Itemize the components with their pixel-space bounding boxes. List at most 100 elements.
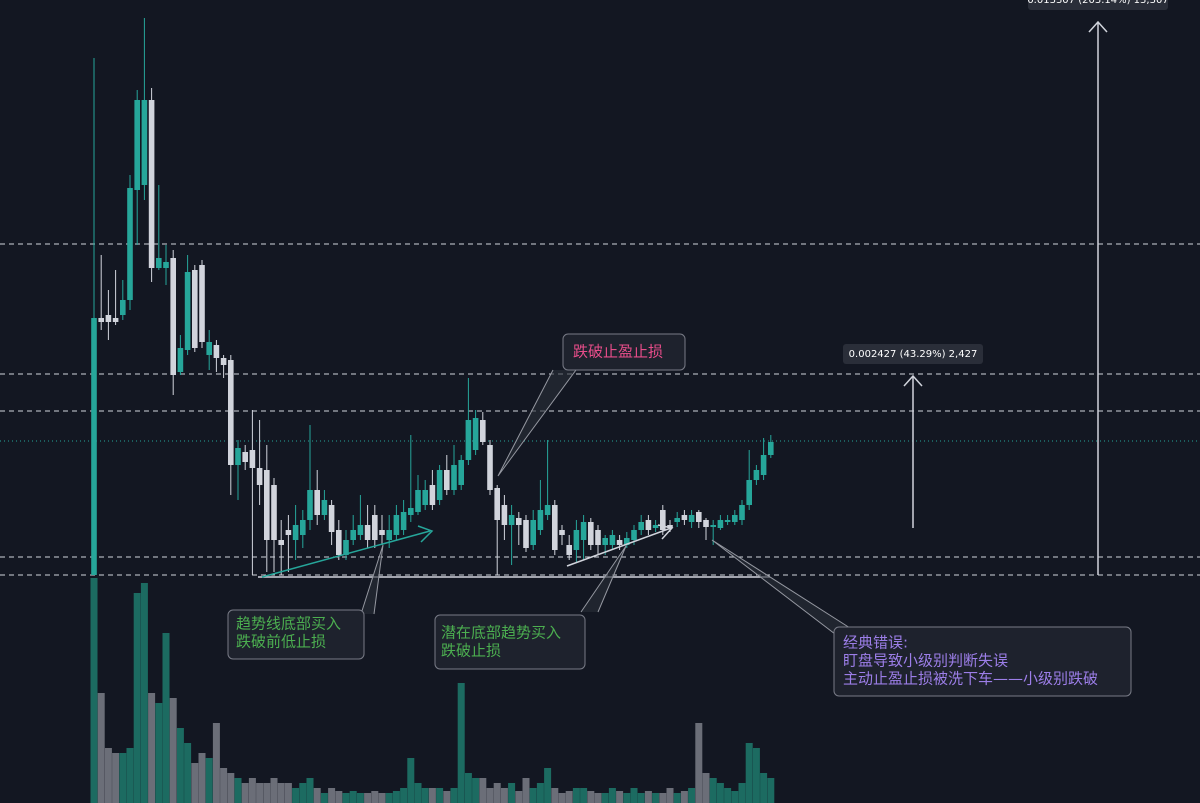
callout-box bbox=[434, 614, 586, 670]
candle-body bbox=[580, 522, 587, 540]
candle-body bbox=[710, 525, 716, 527]
volume-bar bbox=[544, 768, 552, 803]
candle-body bbox=[717, 520, 724, 528]
volume-bar bbox=[659, 793, 667, 803]
candle-body bbox=[177, 348, 184, 372]
volume-bar bbox=[162, 633, 170, 803]
volume-bar bbox=[414, 783, 422, 803]
annotation-text: 盯盘导致小级别判断失误 bbox=[843, 652, 1008, 670]
candle-body bbox=[458, 460, 464, 485]
candle-body bbox=[559, 530, 565, 535]
volume-bar bbox=[263, 783, 271, 803]
candle-body bbox=[436, 470, 443, 500]
candle-body bbox=[422, 490, 428, 505]
volume-bar bbox=[580, 788, 588, 803]
candle-body bbox=[472, 418, 479, 450]
annotation-text: 跌破止盈止损 bbox=[573, 343, 663, 361]
volume-bar bbox=[421, 788, 429, 803]
volume-bar bbox=[349, 791, 357, 803]
volume-bar bbox=[407, 758, 415, 803]
candle-body bbox=[429, 485, 436, 505]
volume-bar bbox=[392, 791, 400, 803]
measure-label-box bbox=[843, 344, 983, 364]
candle-body bbox=[501, 505, 508, 525]
volume-bar bbox=[522, 778, 530, 803]
volume-bar bbox=[637, 793, 645, 803]
candle-body bbox=[667, 525, 673, 528]
volume-bar bbox=[724, 788, 732, 803]
trend-arrow bbox=[261, 530, 431, 578]
volume-bar bbox=[702, 773, 710, 803]
volume-bar bbox=[205, 758, 213, 803]
volume-bar bbox=[457, 683, 465, 803]
candle-body bbox=[91, 318, 97, 575]
volume-bar bbox=[248, 778, 256, 803]
candle-body bbox=[321, 500, 328, 515]
volume-bar bbox=[126, 748, 134, 803]
volume-bar bbox=[680, 791, 688, 803]
volume-bar bbox=[176, 728, 184, 803]
callout-pointer bbox=[580, 545, 627, 613]
volume-bar bbox=[112, 753, 120, 803]
volume-bar bbox=[364, 793, 372, 803]
volume-bar bbox=[335, 791, 343, 803]
candle-body bbox=[645, 520, 652, 530]
candle-body bbox=[609, 535, 616, 545]
candle-body bbox=[537, 510, 544, 530]
arrow-head bbox=[417, 525, 434, 543]
candle-body bbox=[602, 538, 608, 545]
candle-body bbox=[141, 100, 148, 185]
volume-bar bbox=[90, 578, 98, 803]
arrow-head bbox=[657, 524, 674, 540]
candle-body bbox=[487, 445, 493, 490]
volume-bar bbox=[277, 783, 285, 803]
volume-bar bbox=[479, 778, 487, 803]
volume-bar bbox=[608, 788, 616, 803]
candles bbox=[91, 18, 774, 575]
candle-body bbox=[631, 530, 637, 540]
volume-bar bbox=[184, 743, 192, 803]
volume-bar bbox=[644, 791, 652, 803]
volume-bar bbox=[666, 788, 674, 803]
volume-bar bbox=[493, 783, 501, 803]
candle-body bbox=[364, 525, 371, 540]
volume-bar bbox=[443, 791, 451, 803]
candle-body bbox=[184, 272, 191, 350]
volume-bar bbox=[97, 693, 105, 803]
candle-body bbox=[235, 448, 241, 465]
candle-body bbox=[739, 505, 745, 520]
callout-box bbox=[562, 333, 686, 371]
candle-body bbox=[696, 512, 702, 522]
volume-bar bbox=[342, 793, 350, 803]
candle-body bbox=[163, 262, 169, 268]
volume-bar bbox=[320, 793, 328, 803]
volume-bar bbox=[140, 583, 148, 803]
volume-bar bbox=[385, 793, 393, 803]
volume-bar bbox=[500, 788, 508, 803]
volume-bar bbox=[551, 788, 559, 803]
candle-body bbox=[408, 508, 414, 515]
candle-body bbox=[753, 470, 760, 480]
volume-bar bbox=[241, 783, 249, 803]
volume-bar bbox=[529, 788, 537, 803]
candle-body bbox=[134, 100, 140, 190]
volume-bar bbox=[227, 773, 235, 803]
candle-body bbox=[393, 515, 400, 535]
candle-body bbox=[112, 318, 119, 322]
candle-body bbox=[588, 522, 594, 545]
candle-body bbox=[357, 525, 364, 535]
volume-bar bbox=[486, 788, 494, 803]
candle-body bbox=[552, 505, 558, 550]
callout-pointer bbox=[360, 544, 384, 615]
annotation-text: 经典错误: bbox=[843, 634, 908, 652]
arrow-head bbox=[903, 374, 923, 387]
candle-body bbox=[285, 530, 292, 535]
callout-pointer bbox=[497, 369, 577, 477]
volume-bar bbox=[299, 783, 307, 803]
candle-body bbox=[746, 480, 752, 505]
candle-body bbox=[573, 530, 580, 550]
volume-bar bbox=[716, 783, 724, 803]
candle-body bbox=[379, 530, 385, 535]
volume-bar bbox=[313, 788, 321, 803]
